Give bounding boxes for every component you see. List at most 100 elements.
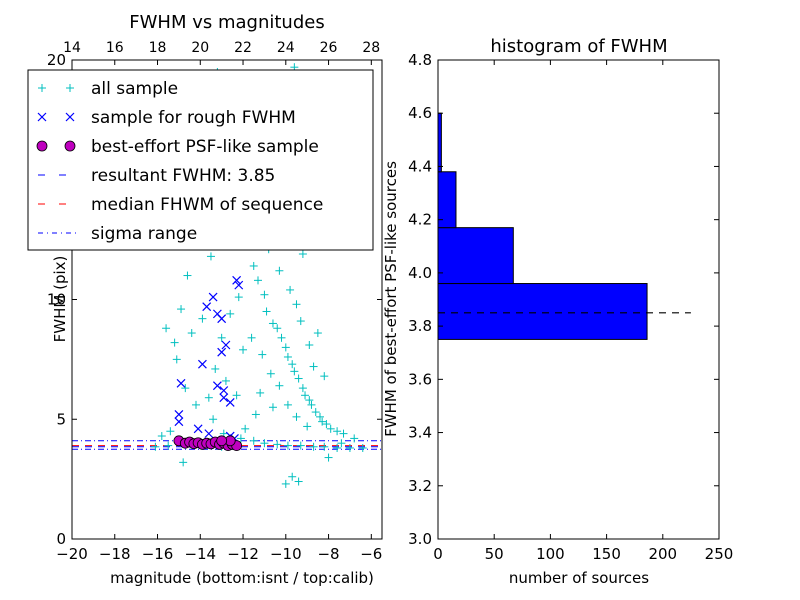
x-tick-label: −14 xyxy=(184,545,216,563)
histogram-xlabel: number of sources xyxy=(509,569,649,587)
legend-item: sample for rough FWHM xyxy=(37,108,296,128)
point-plus xyxy=(345,443,354,452)
point-plus xyxy=(296,317,305,326)
point-plus xyxy=(206,252,215,261)
point-plus xyxy=(309,362,318,371)
legend: all sample sample for rough FWHM best-effo… xyxy=(27,69,374,251)
point-plus xyxy=(204,393,213,402)
histogram-plot-frame xyxy=(437,59,720,540)
top-tick-label: 18 xyxy=(149,40,167,56)
scatter-x-axis: −20 −18 −16 −14 −12 −10 −8 −6 xyxy=(56,534,382,563)
point-plus xyxy=(318,417,327,426)
scatter-y-axis: 0 5 10 20 xyxy=(47,51,382,548)
legend-item: sigma range xyxy=(38,224,197,244)
point-plus xyxy=(337,439,346,448)
histogram-bar xyxy=(437,112,442,173)
point-plus xyxy=(305,396,314,405)
scatter-top-axis: 14 16 18 20 22 24 26 28 xyxy=(63,40,380,65)
point-plus xyxy=(209,415,218,424)
top-tick-label: 24 xyxy=(277,40,295,56)
top-tick-label: 28 xyxy=(362,40,380,56)
point-plus xyxy=(281,343,290,352)
top-tick-label: 20 xyxy=(191,40,209,56)
point-plus xyxy=(333,443,342,452)
histogram-y-axis: 3.0 3.2 3.4 3.6 3.8 4.0 4.2 4.4 4.6 4.8 xyxy=(408,51,719,548)
top-tick-label: 26 xyxy=(320,40,338,56)
x-tick-label: 250 xyxy=(705,545,734,563)
point-plus xyxy=(177,305,186,314)
y-tick-label: 4.2 xyxy=(408,211,432,229)
point-plus xyxy=(198,314,207,323)
point-x xyxy=(204,429,214,439)
point-plus xyxy=(181,384,190,393)
point-plus xyxy=(166,427,175,436)
histogram-bar xyxy=(437,283,648,340)
point-plus xyxy=(281,479,290,488)
point-x xyxy=(174,410,184,419)
point-plus xyxy=(187,329,196,338)
point-plus xyxy=(305,341,314,350)
top-tick-label: 16 xyxy=(106,40,124,56)
point-x xyxy=(212,381,222,391)
x-tick-label: −6 xyxy=(360,545,382,563)
point-plus xyxy=(294,477,303,486)
scatter-ylabel: FWHM (pix) xyxy=(51,256,69,343)
point-plus xyxy=(311,408,320,417)
point-plus xyxy=(307,400,316,409)
point-x xyxy=(219,393,229,403)
y-tick-label: 0 xyxy=(56,530,66,548)
histogram-ylabel: FWHM of best-effort PSF-like sources xyxy=(382,161,400,437)
x-tick-label: 50 xyxy=(485,545,504,563)
point-plus xyxy=(268,319,277,328)
legend-marker xyxy=(64,140,76,152)
point-x xyxy=(232,275,242,285)
point-plus xyxy=(249,436,258,445)
y-tick-label: 4.8 xyxy=(408,51,432,69)
legend-item: all sample xyxy=(38,79,178,99)
point-plus xyxy=(234,293,243,302)
y-tick-label: 20 xyxy=(47,51,66,69)
legend-label: resultant FWHM: 3.85 xyxy=(91,166,275,186)
point-x xyxy=(176,378,186,388)
y-tick-label: 4.6 xyxy=(408,104,432,122)
point-plus xyxy=(258,350,267,359)
x-tick-label: −20 xyxy=(56,545,88,563)
point-plus xyxy=(164,441,173,450)
y-tick-label: 3.6 xyxy=(408,370,432,388)
y-tick-label: 5 xyxy=(56,410,66,428)
legend-box xyxy=(27,69,374,251)
point-plus xyxy=(241,424,250,433)
point-plus xyxy=(288,360,297,369)
point-plus xyxy=(268,403,277,412)
point-plus xyxy=(38,84,46,92)
point-plus xyxy=(292,412,301,421)
point-plus xyxy=(320,442,329,451)
point-plus xyxy=(162,324,171,333)
point-plus xyxy=(277,333,286,342)
x-tick-label: 0 xyxy=(433,545,443,563)
point-plus xyxy=(294,374,303,383)
histogram-panel: histogram of FWHM 0 50 100 150 200 250 3.0 3.2… xyxy=(382,36,733,587)
point-plus xyxy=(66,84,74,92)
point-plus xyxy=(333,427,342,436)
y-tick-label: 4.4 xyxy=(408,157,432,175)
legend-label: sigma range xyxy=(91,224,197,244)
legend-label: best-effort PSF-like sample xyxy=(91,137,319,157)
histogram-bar xyxy=(437,227,514,285)
point-plus xyxy=(283,352,292,361)
point-x xyxy=(234,280,244,290)
point-x xyxy=(217,314,227,324)
x-tick-label: −8 xyxy=(317,545,339,563)
point-plus xyxy=(183,271,192,280)
point-plus xyxy=(249,261,258,270)
point-plus xyxy=(298,249,307,258)
histogram-title: histogram of FWHM xyxy=(490,36,667,57)
point-plus xyxy=(283,441,292,450)
point-plus xyxy=(262,307,271,316)
y-tick-label: 3.8 xyxy=(408,317,432,335)
x-tick-label: 150 xyxy=(592,545,621,563)
point-plus xyxy=(266,369,275,378)
x-tick-label: 100 xyxy=(536,545,565,563)
point-plus xyxy=(320,372,329,381)
point-x xyxy=(197,359,207,369)
